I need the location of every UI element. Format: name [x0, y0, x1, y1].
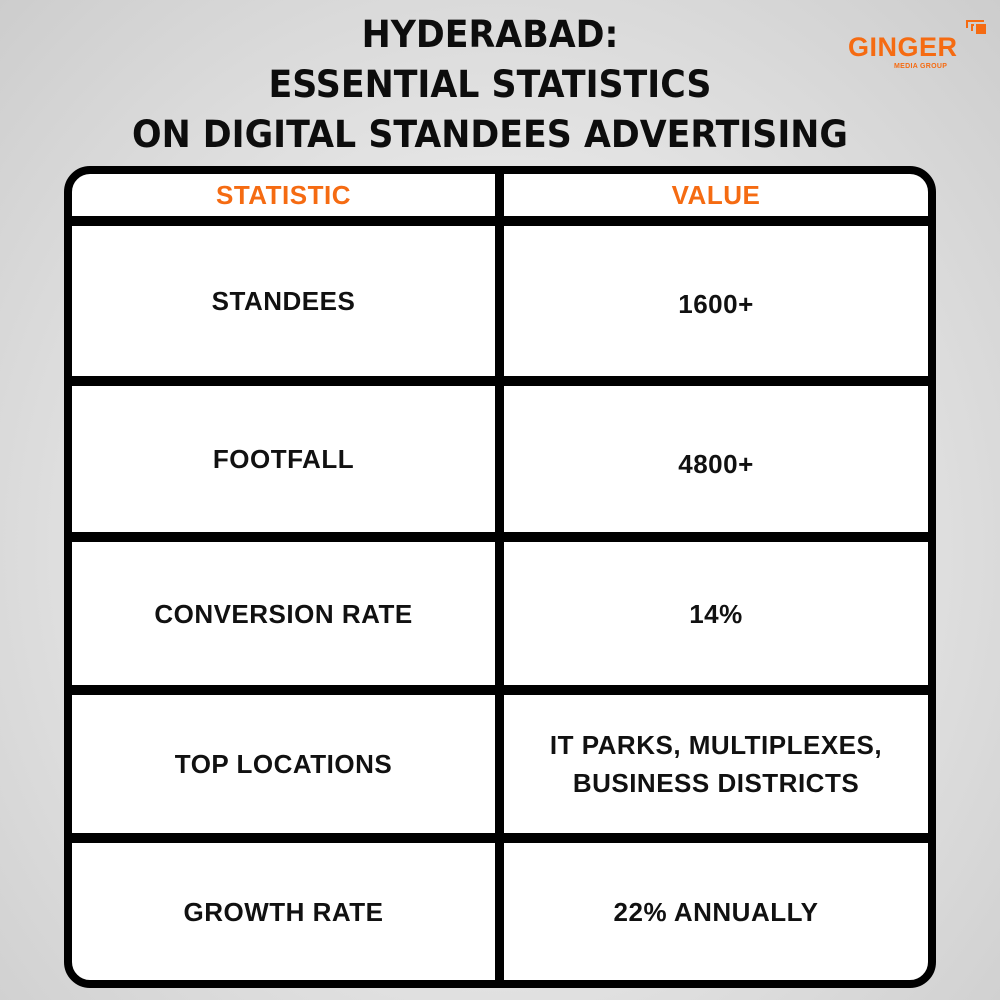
- header-value: VALUE: [671, 180, 761, 210]
- logo-subtitle: MEDIA GROUP: [894, 63, 948, 70]
- table-row-statistic: TOP LOCATIONS: [174, 749, 393, 779]
- row-divider: [72, 376, 928, 386]
- row-divider: [72, 685, 928, 695]
- table-row-value: 14%: [689, 598, 743, 629]
- ginger-media-group-logo: GINGER MEDIA GROUP: [848, 18, 988, 76]
- table-row-statistic: FOOTFALL: [212, 444, 355, 474]
- value-line-2: BUSINESS DISTRICTS: [572, 768, 860, 798]
- value-line-1: IT PARKS, MULTIPLEXES,: [549, 730, 883, 760]
- logo-wordmark: GINGER: [848, 32, 958, 62]
- header-statistic: STATISTIC: [216, 180, 351, 210]
- table-row-value: 22% ANNUALLY: [613, 896, 819, 927]
- logo-corner-mark-icon: [966, 20, 986, 34]
- table-row-statistic: STANDEES: [211, 286, 356, 316]
- title-line-1: HYDERABAD:: [361, 13, 619, 56]
- column-divider: [495, 174, 504, 980]
- row-divider: [72, 532, 928, 542]
- table-row-statistic: CONVERSION RATE: [154, 598, 413, 629]
- table-row-value: IT PARKS, MULTIPLEXES, BUSINESS DISTRICT…: [504, 695, 928, 833]
- statistics-table: STATISTIC VALUE STANDEES 1600+ FOOTFALL …: [64, 166, 936, 988]
- row-divider: [72, 833, 928, 843]
- page-title: HYDERABAD: ESSENTIAL STATISTICS ON DIGIT…: [29, 10, 950, 160]
- table-row-value: 1600+: [678, 289, 754, 319]
- header-divider: [72, 216, 928, 226]
- title-line-2: ESSENTIAL STATISTICS: [268, 63, 712, 106]
- title-line-3: ON DIGITAL STANDEES ADVERTISING: [132, 113, 848, 156]
- table-row-statistic: GROWTH RATE: [183, 896, 384, 927]
- table-row-value: 4800+: [678, 449, 754, 479]
